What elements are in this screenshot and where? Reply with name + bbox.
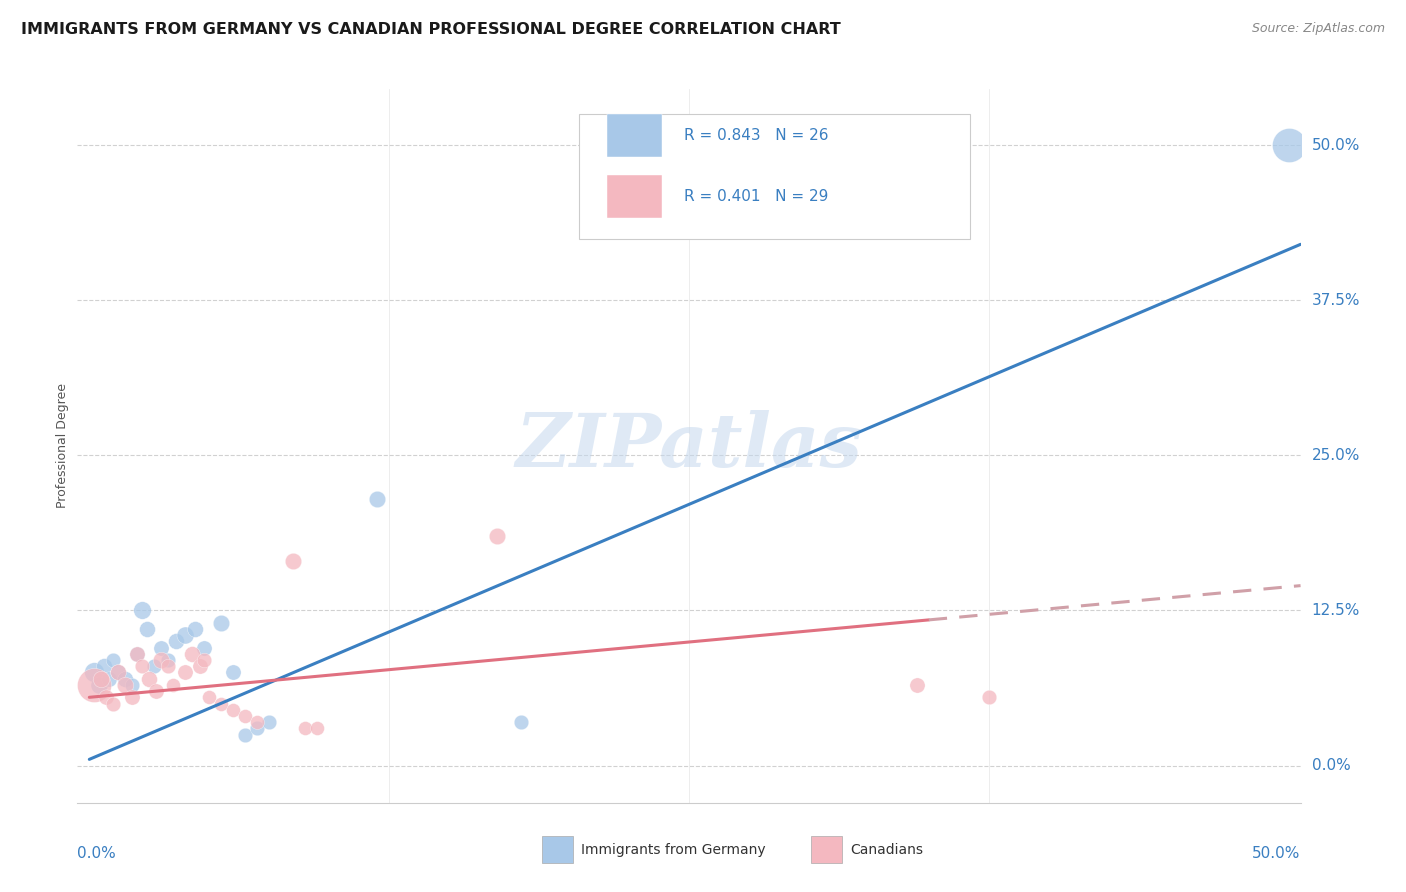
Text: R = 0.843   N = 26: R = 0.843 N = 26 bbox=[685, 128, 828, 143]
Y-axis label: Professional Degree: Professional Degree bbox=[56, 384, 69, 508]
Point bbox=[93, 659, 115, 673]
Point bbox=[188, 659, 211, 673]
Point bbox=[127, 647, 149, 661]
Point bbox=[257, 715, 280, 730]
Point bbox=[114, 672, 136, 686]
Point bbox=[94, 690, 117, 705]
Text: R = 0.401   N = 29: R = 0.401 N = 29 bbox=[685, 189, 828, 203]
Point bbox=[209, 615, 232, 630]
Point bbox=[307, 722, 329, 736]
Point bbox=[131, 659, 153, 673]
Point bbox=[150, 640, 173, 655]
Text: 50.0%: 50.0% bbox=[1253, 846, 1301, 861]
Text: Immigrants from Germany: Immigrants from Germany bbox=[581, 843, 766, 857]
Point bbox=[184, 622, 207, 636]
Text: Source: ZipAtlas.com: Source: ZipAtlas.com bbox=[1251, 22, 1385, 36]
Point bbox=[181, 647, 204, 661]
Point bbox=[233, 727, 256, 741]
Point bbox=[193, 653, 215, 667]
Point bbox=[222, 703, 245, 717]
Point bbox=[233, 709, 256, 723]
Point bbox=[103, 697, 125, 711]
Point bbox=[977, 690, 1000, 705]
Point bbox=[174, 628, 197, 642]
Point bbox=[135, 622, 157, 636]
Text: 50.0%: 50.0% bbox=[1312, 137, 1360, 153]
Point bbox=[366, 491, 388, 506]
Point bbox=[510, 715, 533, 730]
Text: Canadians: Canadians bbox=[851, 843, 924, 857]
Point bbox=[246, 722, 269, 736]
Point bbox=[1277, 138, 1299, 153]
Point bbox=[174, 665, 197, 680]
Point bbox=[83, 665, 105, 680]
Text: 25.0%: 25.0% bbox=[1312, 448, 1360, 463]
Point bbox=[121, 678, 143, 692]
Point bbox=[193, 640, 215, 655]
Point bbox=[150, 653, 173, 667]
Point bbox=[165, 634, 187, 648]
Point bbox=[905, 678, 928, 692]
Point bbox=[97, 672, 120, 686]
Point bbox=[283, 554, 305, 568]
Point bbox=[143, 659, 166, 673]
Point bbox=[138, 672, 160, 686]
Point bbox=[83, 678, 105, 692]
Point bbox=[87, 678, 110, 692]
Point bbox=[90, 672, 112, 686]
Point bbox=[107, 665, 129, 680]
Text: 12.5%: 12.5% bbox=[1312, 603, 1360, 618]
Point bbox=[222, 665, 245, 680]
Point bbox=[145, 684, 167, 698]
Point bbox=[114, 678, 136, 692]
FancyBboxPatch shape bbox=[579, 114, 970, 239]
Bar bbox=[607, 114, 662, 157]
Bar bbox=[811, 837, 842, 863]
Bar bbox=[543, 837, 572, 863]
Point bbox=[246, 715, 269, 730]
Point bbox=[157, 659, 180, 673]
Point bbox=[486, 529, 509, 543]
Point bbox=[107, 665, 129, 680]
Text: 0.0%: 0.0% bbox=[77, 846, 117, 861]
Text: 37.5%: 37.5% bbox=[1312, 293, 1360, 308]
Point bbox=[209, 697, 232, 711]
Point bbox=[162, 678, 184, 692]
Point bbox=[131, 603, 153, 617]
Text: 0.0%: 0.0% bbox=[1312, 758, 1350, 773]
Point bbox=[121, 690, 143, 705]
Text: ZIPatlas: ZIPatlas bbox=[516, 409, 862, 483]
Point bbox=[157, 653, 180, 667]
Text: IMMIGRANTS FROM GERMANY VS CANADIAN PROFESSIONAL DEGREE CORRELATION CHART: IMMIGRANTS FROM GERMANY VS CANADIAN PROF… bbox=[21, 22, 841, 37]
Point bbox=[103, 653, 125, 667]
Point bbox=[294, 722, 316, 736]
Bar bbox=[607, 175, 662, 218]
Point bbox=[198, 690, 221, 705]
Point bbox=[127, 647, 149, 661]
